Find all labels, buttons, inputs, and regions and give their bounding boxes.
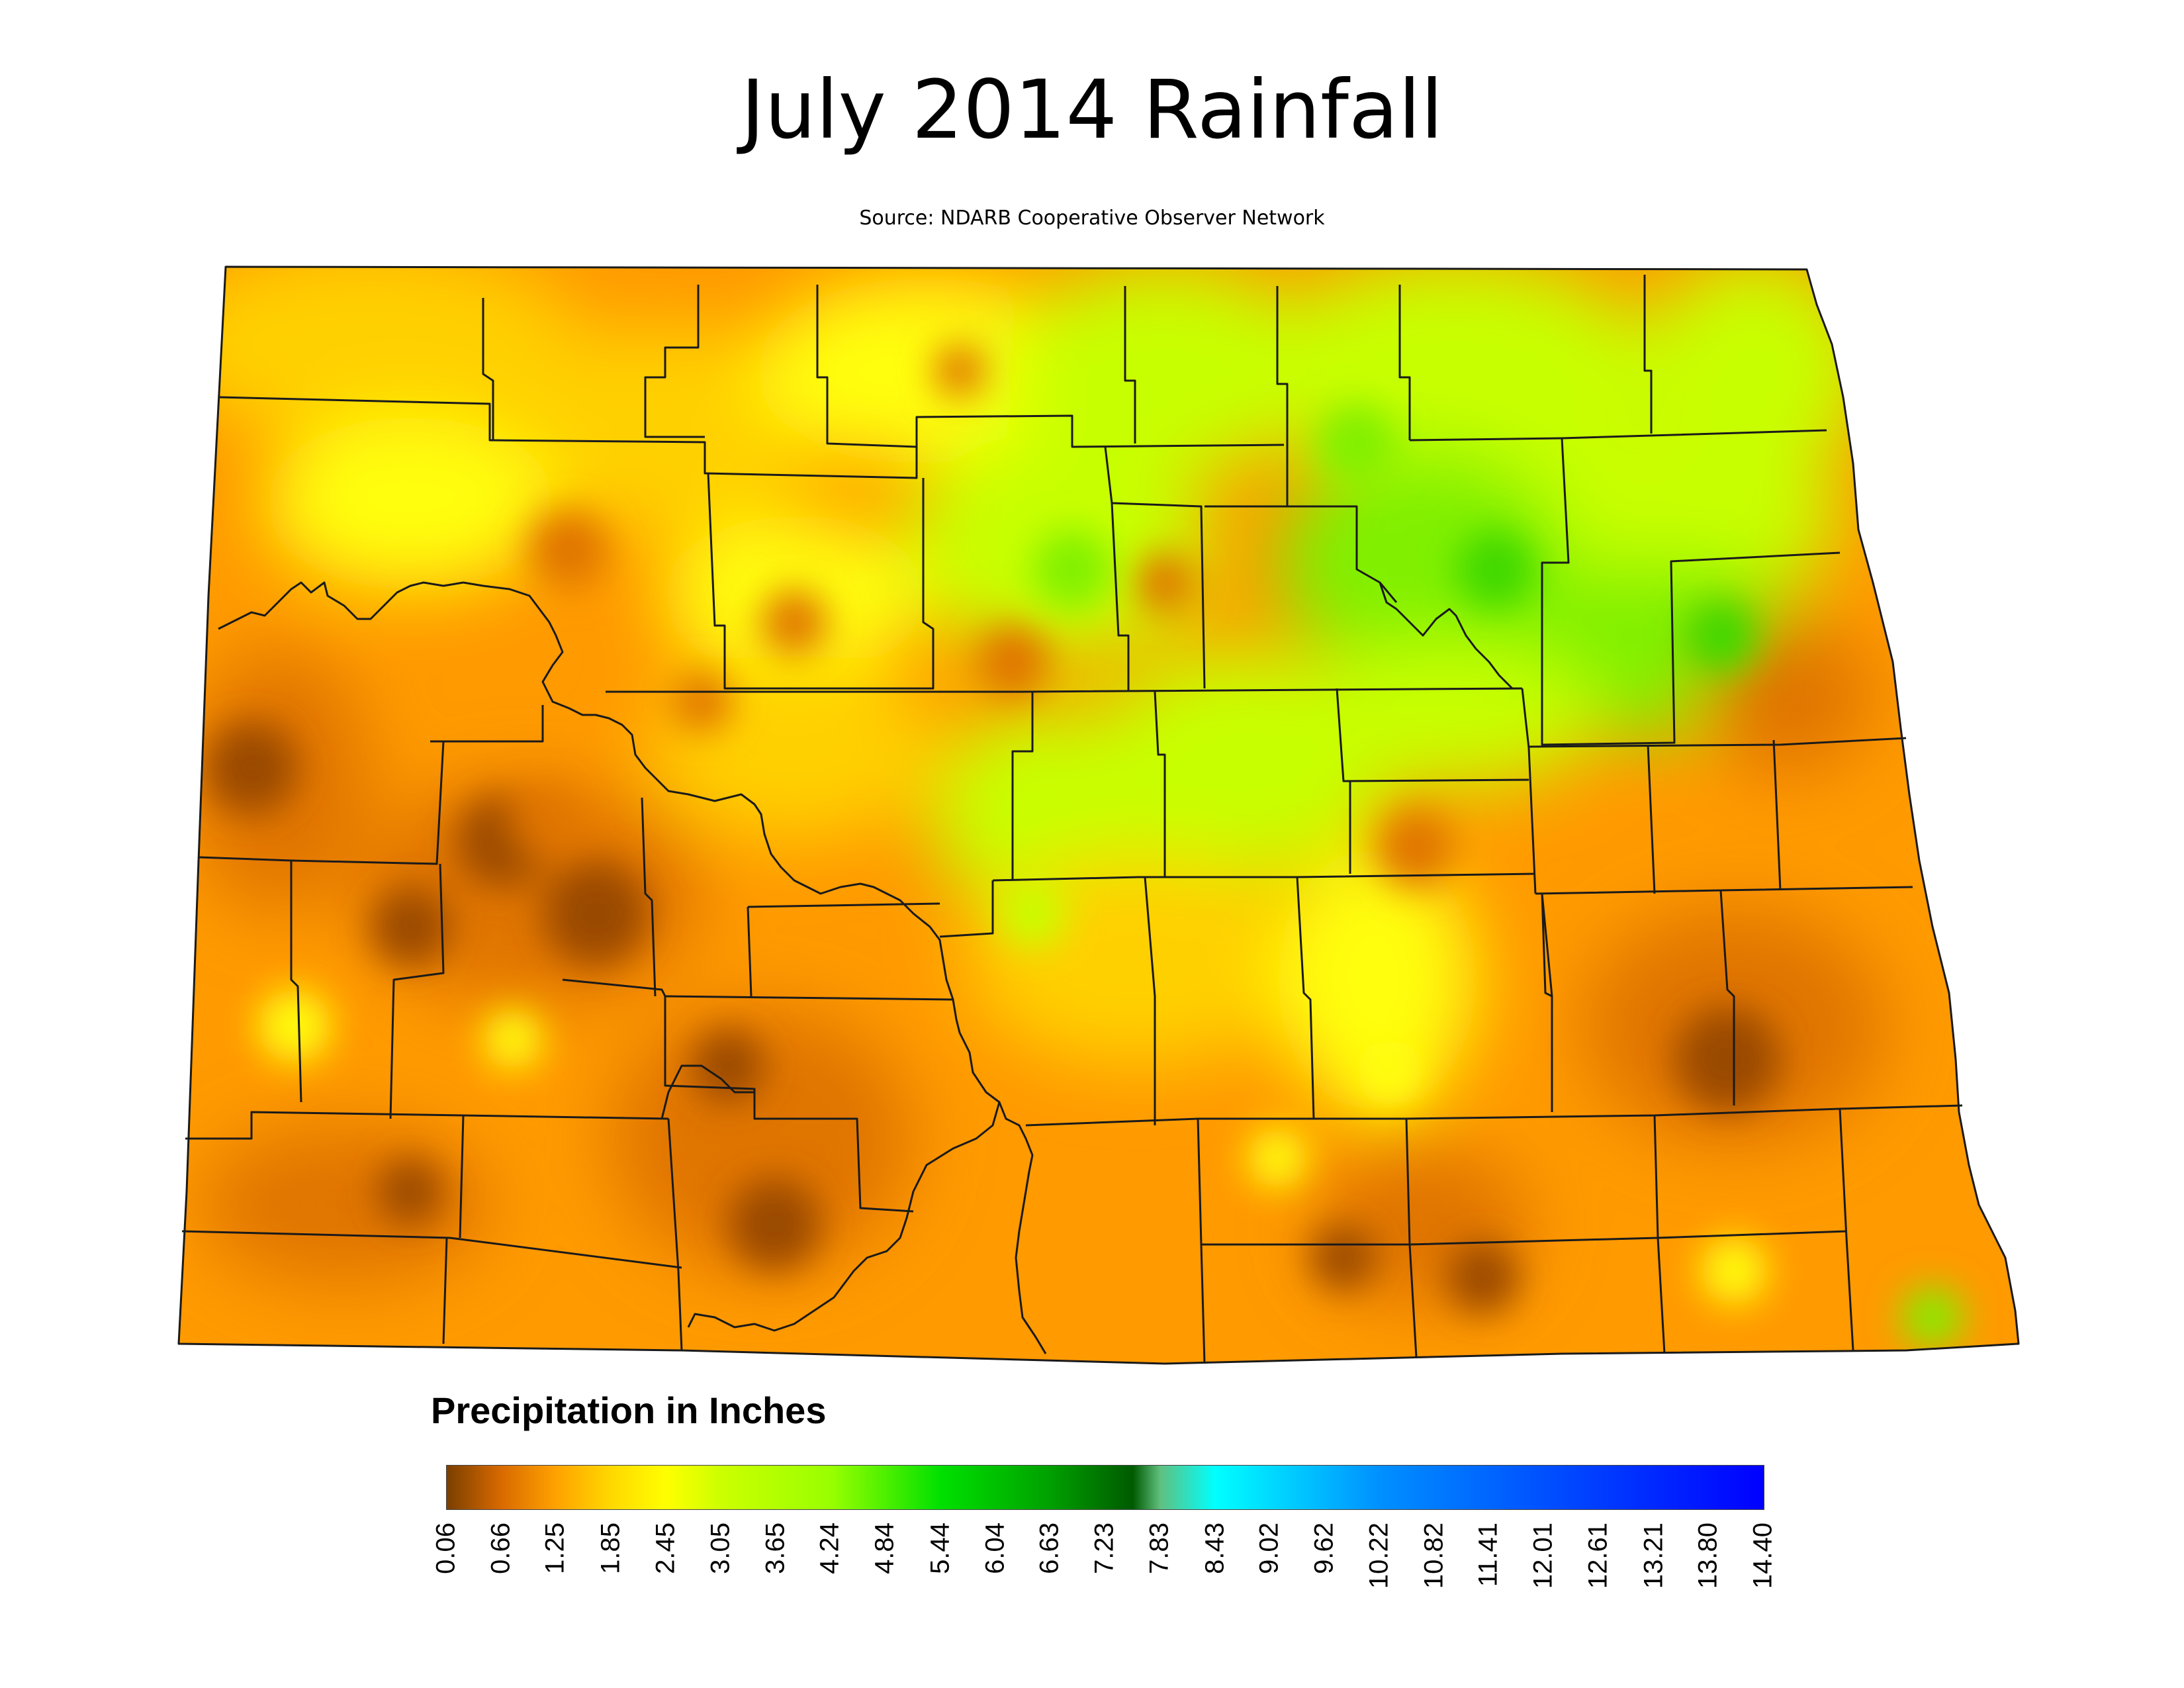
map-subtitle: Source: NDARB Cooperative Observer Netwo… bbox=[859, 207, 1325, 230]
sheyenne-river bbox=[1379, 582, 1522, 690]
county-line bbox=[816, 285, 917, 448]
county-line bbox=[389, 863, 445, 1119]
legend-tick-text: 13.21 bbox=[1639, 1523, 1668, 1589]
legend-tick-text: 4.84 bbox=[870, 1523, 899, 1574]
county-line bbox=[1521, 688, 1537, 894]
legend-tick-text: 11.41 bbox=[1473, 1523, 1503, 1587]
legend-tick-text: 9.02 bbox=[1253, 1523, 1283, 1574]
county-line bbox=[1201, 1230, 1847, 1246]
legend-tick-text: 12.61 bbox=[1584, 1523, 1614, 1589]
county-line bbox=[664, 995, 954, 1001]
map-title: July 2014 Rainfall bbox=[741, 63, 1443, 157]
legend-color-scale bbox=[446, 1465, 1764, 1510]
legend-tick-text: 10.82 bbox=[1419, 1523, 1449, 1589]
county-line bbox=[185, 1111, 669, 1140]
county-line bbox=[1124, 286, 1136, 444]
county-line bbox=[1205, 505, 1398, 603]
lake-oahe bbox=[687, 1102, 1001, 1332]
county-line bbox=[939, 880, 994, 938]
county-line bbox=[459, 1115, 465, 1239]
county-line bbox=[1144, 876, 1156, 1125]
legend-tick-text: 8.43 bbox=[1200, 1523, 1229, 1574]
county-line bbox=[198, 741, 445, 865]
county-line bbox=[1528, 737, 1907, 748]
county-line bbox=[1647, 744, 1656, 894]
county-line bbox=[482, 298, 494, 440]
county-line bbox=[641, 797, 657, 997]
county-line bbox=[442, 1237, 448, 1344]
county-boundaries bbox=[177, 265, 2020, 1365]
county-line bbox=[707, 473, 934, 690]
county-line bbox=[667, 1118, 683, 1351]
legend-tick-text: 14.40 bbox=[1748, 1523, 1778, 1589]
county-line bbox=[606, 687, 1523, 693]
county-line bbox=[1541, 893, 1553, 997]
legend-tick-text: 1.85 bbox=[595, 1523, 625, 1574]
legend-tick-text: 13.80 bbox=[1693, 1523, 1723, 1589]
legend-tick-text: 1.25 bbox=[540, 1523, 570, 1574]
county-line bbox=[1343, 778, 1529, 782]
legend-tick-text: 2.45 bbox=[651, 1523, 680, 1574]
legend-tick-text: 4.24 bbox=[815, 1523, 844, 1574]
legend-tick-text: 7.83 bbox=[1144, 1523, 1174, 1574]
county-line bbox=[1104, 446, 1206, 689]
county-line bbox=[1541, 893, 1553, 1112]
county-line bbox=[1541, 438, 1841, 746]
county-line bbox=[430, 705, 544, 743]
county-line bbox=[1839, 1108, 1854, 1351]
legend-tick-text: 0.66 bbox=[486, 1523, 516, 1574]
county-line bbox=[218, 396, 1285, 479]
county-line bbox=[290, 861, 302, 1103]
county-line bbox=[1154, 691, 1166, 877]
county-line bbox=[1398, 285, 1411, 440]
county-line bbox=[1772, 739, 1782, 891]
county-line bbox=[1276, 286, 1289, 506]
legend-tick-text: 10.22 bbox=[1364, 1523, 1394, 1589]
county-line bbox=[747, 906, 752, 997]
county-line bbox=[1719, 890, 1735, 1105]
county-line bbox=[664, 996, 914, 1213]
county-line bbox=[644, 285, 705, 438]
legend-tick-text: 12.01 bbox=[1528, 1523, 1558, 1589]
legend-tick-text: 6.04 bbox=[980, 1523, 1010, 1574]
field-detail bbox=[205, 344, 1962, 1347]
county-line bbox=[1643, 275, 1653, 434]
missouri-river bbox=[218, 581, 1047, 1354]
county-line bbox=[747, 902, 940, 908]
county-line bbox=[1025, 1104, 1963, 1127]
legend-title: Precipitation in Inches bbox=[431, 1389, 827, 1431]
county-line bbox=[181, 1230, 682, 1269]
legend-tick-text: 5.44 bbox=[925, 1523, 955, 1574]
legend-tick-text: 7.23 bbox=[1089, 1523, 1119, 1574]
legend-tick-text: 6.63 bbox=[1034, 1523, 1064, 1574]
county-line bbox=[562, 978, 666, 997]
legend-tick-text: 9.62 bbox=[1309, 1523, 1339, 1574]
legend-tick-text: 0.06 bbox=[431, 1523, 461, 1574]
county-line bbox=[1111, 502, 1130, 692]
legend-tick-text: 3.05 bbox=[705, 1523, 735, 1574]
county-line bbox=[1011, 692, 1034, 880]
county-line bbox=[992, 872, 1536, 882]
lake-sakakawea bbox=[660, 1064, 754, 1119]
state-outline bbox=[177, 265, 2020, 1365]
legend-tick-text: 3.65 bbox=[760, 1523, 790, 1574]
county-line bbox=[1296, 876, 1315, 1119]
